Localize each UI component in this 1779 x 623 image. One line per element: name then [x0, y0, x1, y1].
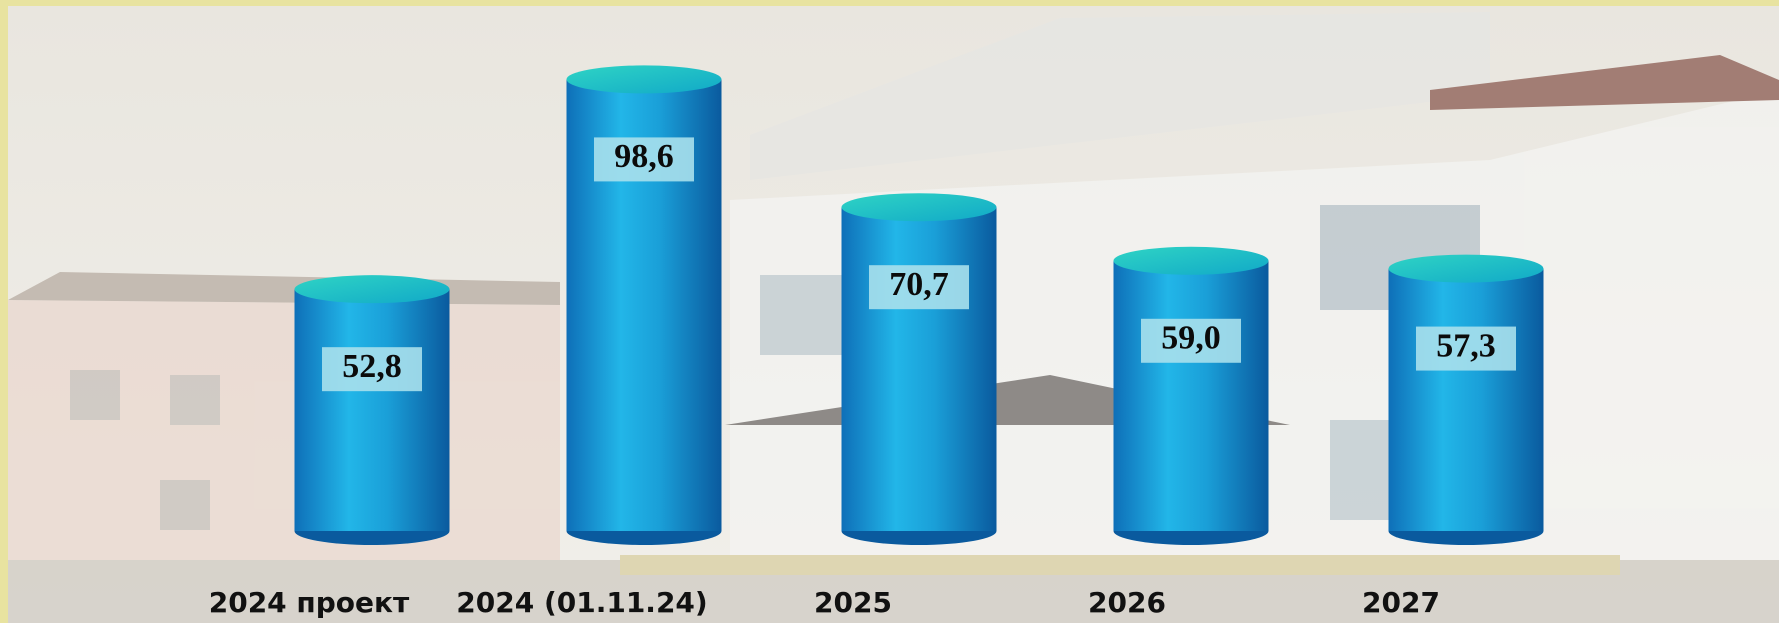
value-label-box — [1141, 318, 1241, 363]
bar — [294, 289, 450, 531]
bar — [1388, 268, 1544, 531]
cylinder-top — [294, 275, 450, 304]
cylinder-top — [841, 193, 997, 222]
cylinder-top — [1388, 254, 1544, 283]
cylinder-top — [566, 65, 722, 94]
value-label: 52,8 — [342, 348, 402, 385]
value-label-box — [322, 347, 422, 392]
x-tick-label: 2025 — [814, 586, 892, 619]
x-tick-label: 2027 — [1362, 586, 1440, 619]
cylinder-top — [1113, 246, 1269, 275]
value-label-box — [594, 137, 694, 182]
value-label: 98,6 — [614, 138, 674, 175]
value-label: 57,3 — [1436, 327, 1496, 364]
value-label-box — [1416, 326, 1516, 371]
value-label-box — [869, 265, 969, 310]
x-tick-label: 2024 проект — [209, 586, 410, 619]
value-label: 70,7 — [889, 266, 949, 303]
bar — [841, 207, 997, 531]
value-label: 59,0 — [1161, 320, 1221, 357]
bar — [1113, 260, 1269, 531]
x-tick-label: 2024 (01.11.24) — [456, 586, 707, 619]
x-tick-label: 2026 — [1088, 586, 1166, 619]
